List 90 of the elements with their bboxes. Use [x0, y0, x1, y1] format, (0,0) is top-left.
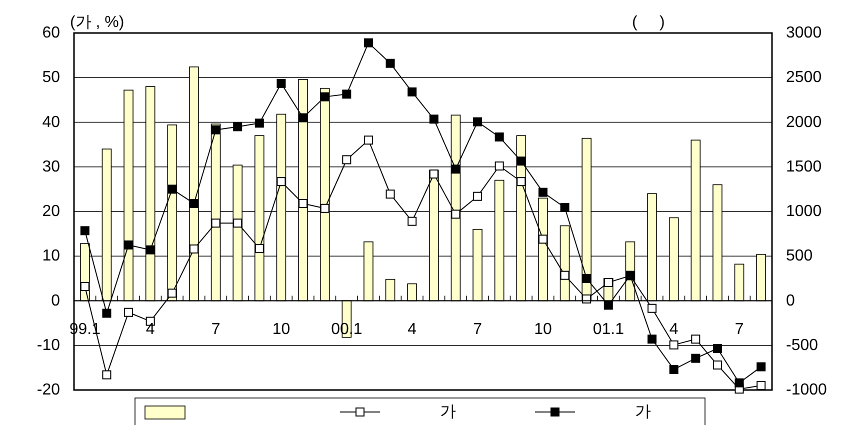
point [124, 308, 134, 317]
point [429, 114, 438, 124]
y-tick-label: 50 [42, 69, 60, 86]
point [254, 244, 264, 254]
point [364, 136, 373, 145]
x-tick-label: 4 [146, 320, 155, 338]
text: 가 [440, 404, 456, 420]
y2-tick-label: -500 [786, 336, 818, 354]
point [276, 177, 286, 186]
x-tick-label: 7 [473, 320, 482, 338]
x-tick-label: 10 [272, 320, 290, 338]
text: 가 [635, 404, 651, 420]
x-tick-label: 7 [211, 320, 220, 338]
point [80, 226, 90, 236]
y-tick-label: 20 [42, 203, 60, 220]
y2-tick-label: 500 [786, 248, 813, 265]
point [168, 288, 177, 298]
point [276, 78, 286, 88]
point [538, 188, 548, 197]
point [80, 282, 90, 291]
point [102, 370, 112, 380]
y2-tick-label: 0 [786, 292, 795, 310]
point [429, 170, 438, 179]
point [408, 87, 417, 96]
point [669, 364, 678, 374]
point [669, 340, 678, 350]
y-tick-label: 30 [42, 158, 60, 176]
point [516, 156, 526, 166]
point [320, 92, 330, 102]
point [734, 378, 744, 388]
point [473, 117, 482, 126]
point [494, 132, 504, 142]
point [189, 244, 198, 254]
x-tick-label: 01.1 [592, 320, 624, 338]
y-tick-label: 60 [42, 24, 60, 42]
point [560, 270, 570, 280]
point [233, 218, 242, 228]
y-tick-label: -10 [36, 336, 60, 354]
point [560, 202, 570, 212]
point [582, 294, 592, 304]
point [364, 38, 373, 48]
y-tick-label: 0 [51, 292, 60, 310]
point [342, 90, 352, 99]
y2-tick-label: 1000 [786, 203, 822, 220]
point [298, 198, 308, 208]
x-tick-label: 4 [408, 320, 417, 338]
point [408, 216, 417, 226]
point [756, 362, 766, 372]
y2-tick-label: 1500 [786, 158, 822, 176]
point [582, 274, 592, 283]
point [124, 240, 134, 250]
point [538, 234, 548, 244]
y-axis-title: (가 , %) [70, 14, 124, 31]
point [386, 190, 395, 199]
point [102, 308, 112, 318]
point [494, 161, 504, 170]
point [298, 113, 308, 122]
point [451, 164, 460, 174]
x-tick-label: 7 [734, 320, 744, 338]
y-tick-label: 10 [42, 248, 60, 265]
y2-axis-title: ( ) [632, 14, 665, 31]
point [168, 184, 177, 194]
y-tick-label: 40 [42, 114, 60, 131]
point [691, 354, 700, 363]
y2-tick-label: -1000 [786, 382, 828, 398]
y2-tick-label: 2500 [786, 69, 822, 86]
point [473, 192, 482, 201]
y-tick-label: -20 [36, 382, 60, 398]
point [320, 204, 330, 213]
x-tick-label: 10 [534, 320, 552, 338]
y2-tick-label: 2000 [786, 114, 822, 131]
point [254, 118, 264, 128]
point [386, 58, 395, 68]
point [211, 218, 220, 228]
point [648, 334, 657, 344]
point [211, 125, 220, 134]
point [233, 122, 242, 132]
point [648, 304, 657, 313]
point [691, 334, 700, 344]
point [342, 155, 352, 164]
point [451, 210, 460, 219]
point [604, 278, 613, 287]
point [189, 198, 198, 208]
point [604, 300, 613, 310]
point [712, 360, 722, 370]
y2-tick-label: 3000 [786, 24, 822, 42]
point [712, 344, 722, 353]
x-tick-label: 4 [669, 320, 678, 338]
point [146, 245, 155, 254]
point [516, 177, 526, 186]
